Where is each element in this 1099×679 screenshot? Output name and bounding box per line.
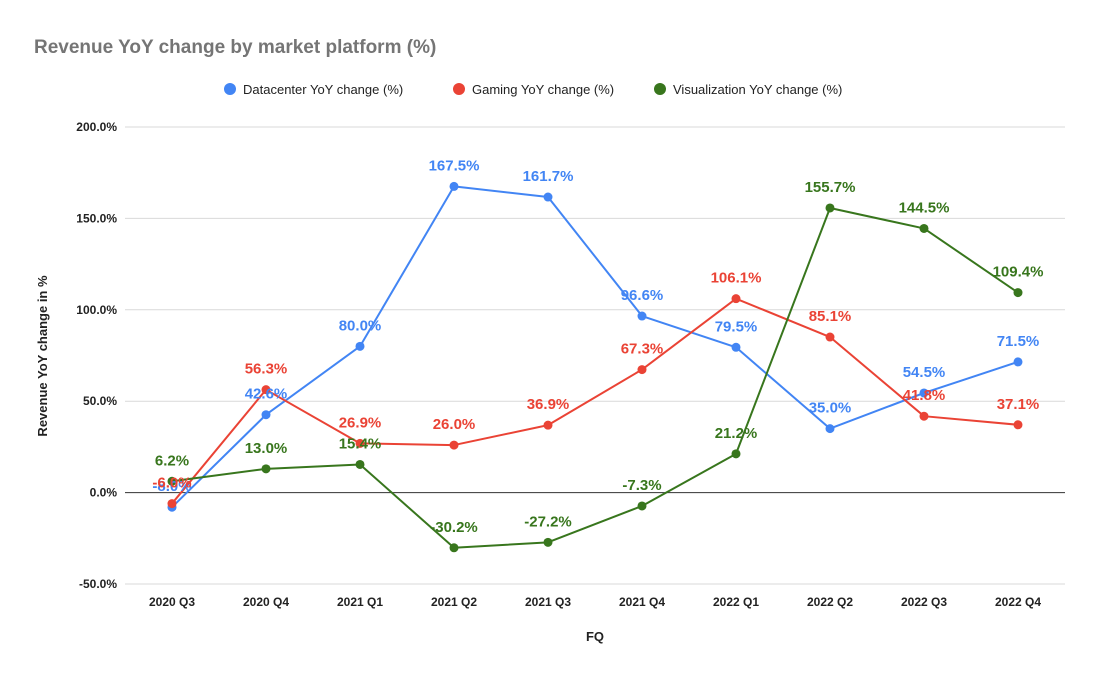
data-point [167, 499, 177, 509]
data-label: 35.0% [809, 400, 852, 417]
data-point [919, 223, 929, 233]
data-label: 106.1% [711, 270, 762, 287]
x-axis-ticks: 2020 Q3 2020 Q4 2021 Q1 2021 Q2 2021 Q3 2021 … [149, 595, 1041, 609]
data-point [731, 449, 741, 459]
data-point [355, 341, 365, 351]
data-label: 26.0% [433, 416, 476, 433]
y-tick-label: 200.0% [76, 120, 117, 134]
data-point [355, 438, 365, 448]
data-point [637, 365, 647, 375]
data-label: 21.2% [715, 425, 758, 442]
data-point [1013, 357, 1023, 367]
data-label: 109.4% [993, 264, 1044, 281]
data-label: 6.2% [155, 452, 189, 469]
data-label: 41.8% [903, 387, 946, 404]
x-tick-label: 2021 Q2 [431, 595, 477, 609]
data-point [543, 192, 553, 202]
x-tick-label: 2020 Q4 [243, 595, 289, 609]
data-point [919, 388, 929, 398]
data-point [1013, 420, 1023, 430]
y-tick-label: -50.0% [79, 577, 117, 591]
data-label: 161.7% [523, 168, 574, 185]
data-label: 13.0% [245, 440, 288, 457]
data-point [637, 501, 647, 511]
y-tick-label: 100.0% [76, 303, 117, 317]
data-point [919, 411, 929, 421]
data-point [825, 332, 835, 342]
legend-marker [453, 83, 465, 95]
legend: Datacenter YoY change (%) Gaming YoY chan… [224, 82, 842, 97]
data-point [449, 543, 459, 553]
data-label: 15.4% [339, 435, 382, 452]
x-tick-label: 2021 Q1 [337, 595, 383, 609]
y-axis-title: Revenue YoY change in % [35, 275, 50, 437]
data-point [637, 311, 647, 321]
series-group [167, 181, 1023, 553]
data-label: 54.5% [903, 364, 946, 381]
y-axis-ticks: -50.0% 0.0% 50.0% 100.0% 150.0% 200.0% [76, 120, 117, 591]
data-label: 37.1% [997, 396, 1040, 413]
x-tick-label: 2022 Q1 [713, 595, 759, 609]
data-label: 67.3% [621, 341, 664, 358]
legend-marker [224, 83, 236, 95]
data-point [543, 537, 553, 547]
data-point [449, 440, 459, 450]
series-line [171, 185, 1019, 508]
x-tick-label: 2021 Q4 [619, 595, 665, 609]
data-label: 85.1% [809, 308, 852, 325]
data-label: 167.5% [429, 157, 480, 174]
data-labels: -8.0% 42.6% 80.0% 167.5% 161.7% 96.6% 79.5% 35.… [152, 157, 1043, 535]
legend-marker [654, 83, 666, 95]
data-label: 79.5% [715, 318, 758, 335]
data-point [261, 464, 271, 474]
series-line [171, 297, 1019, 505]
data-point [261, 410, 271, 420]
data-label: -6.0% [152, 475, 191, 492]
y-tick-label: 50.0% [83, 394, 117, 408]
data-point [1013, 288, 1023, 298]
data-label: 36.9% [527, 396, 570, 413]
chart-title: Revenue YoY change by market platform (%… [34, 37, 436, 58]
data-point [261, 385, 271, 395]
data-point [731, 342, 741, 352]
x-axis-title: FQ [586, 629, 604, 644]
data-label: 80.0% [339, 317, 382, 334]
legend-label: Visualization YoY change (%) [673, 82, 842, 97]
data-label: 42.6% [245, 386, 288, 403]
data-point [731, 294, 741, 304]
data-label: 71.5% [997, 333, 1040, 350]
data-label: -30.2% [430, 519, 478, 536]
data-label: 155.7% [805, 179, 856, 196]
x-tick-label: 2022 Q2 [807, 595, 853, 609]
gridlines [125, 126, 1065, 585]
data-point [543, 420, 553, 430]
series-line [171, 206, 1019, 549]
legend-label: Datacenter YoY change (%) [243, 82, 403, 97]
data-point [167, 476, 177, 486]
x-tick-label: 2021 Q3 [525, 595, 571, 609]
data-label: -27.2% [524, 513, 572, 530]
x-tick-label: 2020 Q3 [149, 595, 195, 609]
data-point [355, 459, 365, 469]
data-point [449, 181, 459, 191]
data-label: 144.5% [899, 199, 950, 216]
y-tick-label: 0.0% [90, 486, 118, 500]
x-tick-label: 2022 Q3 [901, 595, 947, 609]
data-label: 56.3% [245, 361, 288, 378]
data-label: 96.6% [621, 287, 664, 304]
x-tick-label: 2022 Q4 [995, 595, 1041, 609]
data-label: 26.9% [339, 414, 382, 431]
data-label: -8.0% [152, 478, 191, 495]
data-point [825, 424, 835, 434]
data-point [825, 203, 835, 213]
legend-label: Gaming YoY change (%) [472, 82, 614, 97]
data-label: -7.3% [622, 477, 661, 494]
y-tick-label: 150.0% [76, 211, 117, 225]
